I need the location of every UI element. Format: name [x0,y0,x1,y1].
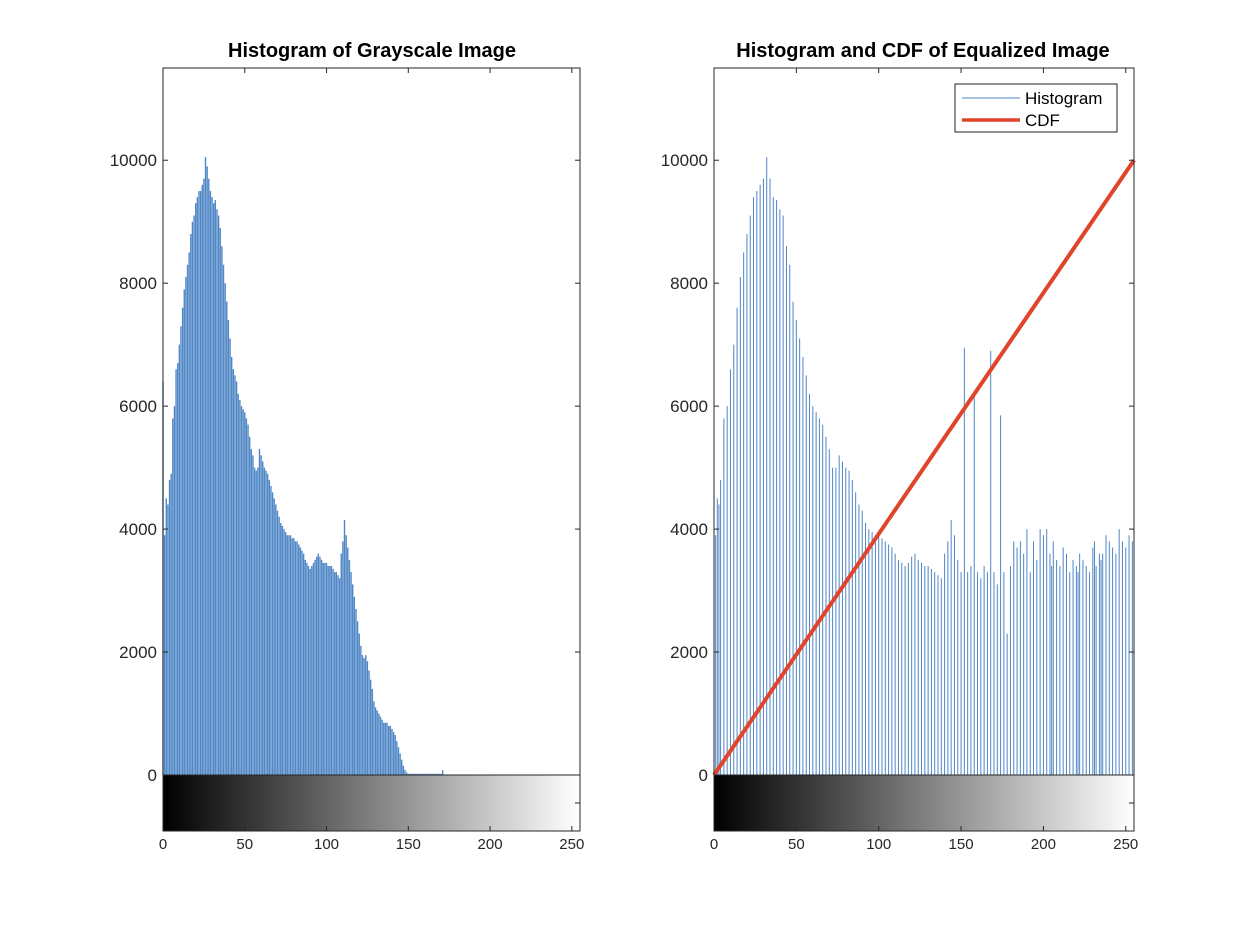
legend: Histogram CDF [954,83,1118,133]
x-tick-label: 50 [236,836,253,853]
y-tick-label: 8000 [119,274,157,293]
x-tick-label: 0 [159,836,167,853]
y-tick-label: 8000 [670,274,708,293]
x-tick-label: 200 [478,836,503,853]
x-tick-label: 0 [710,836,718,853]
x-tick-label: 100 [314,836,339,853]
axes: 0 2000 4000 6000 8000 10000 0 50 100 150 200 250 [110,67,584,853]
legend-box [954,83,1118,133]
x-tick-label: 50 [788,836,805,853]
histogram-bars [162,157,444,775]
y-tick-label: 4000 [119,520,157,539]
chart-equalized-histogram-cdf: Histogram and CDF of Equalized Image 0 20… [661,40,1139,853]
x-tick-label: 150 [396,836,421,853]
y-tick-label: 6000 [670,397,708,416]
x-tick-label: 150 [949,836,974,853]
chart-grayscale-histogram: Histogram of Grayscale Image 02000400060… [110,40,585,853]
chart-title: Histogram and CDF of Equalized Image [736,40,1109,62]
grayscale-colorbar [713,774,1135,832]
grayscale-colorbar [162,774,581,832]
y-tick-label: 6000 [119,397,157,416]
x-tick-label: 200 [1031,836,1056,853]
y-tick-label: 4000 [670,520,708,539]
y-tick-label: 2000 [670,643,708,662]
cdf-line [712,159,1136,777]
legend-cdf-label: CDF [1025,111,1060,130]
y-tick-label: 0 [148,766,157,785]
axes: 0 2000 4000 6000 8000 10000 0 50 100 150 200 250 [661,67,1138,853]
chart-title: Histogram of Grayscale Image [228,40,516,62]
x-tick-label: 100 [866,836,891,853]
y-tick-label: 2000 [119,643,157,662]
y-tick-label: 10000 [661,151,708,170]
cdf-line-path [712,159,1136,777]
x-tick-label: 250 [1113,836,1138,853]
y-tick-label: 0 [699,766,708,785]
y-tick-label: 10000 [110,151,157,170]
legend-histogram-label: Histogram [1025,89,1102,108]
x-tick-label: 250 [559,836,584,853]
